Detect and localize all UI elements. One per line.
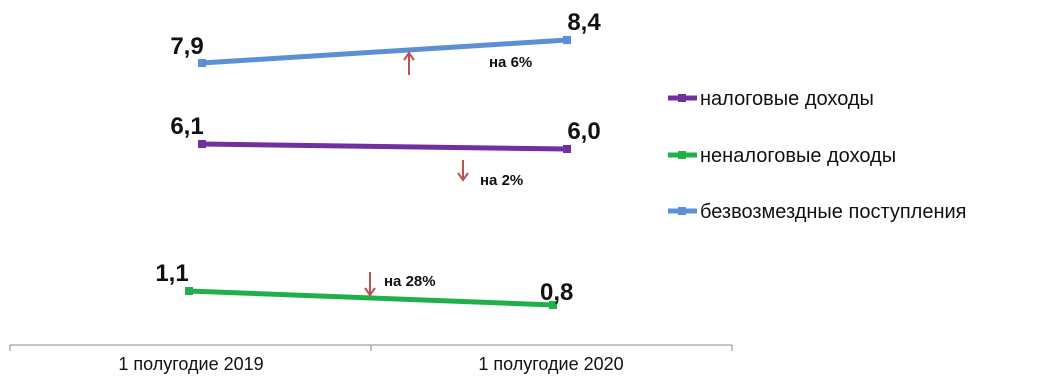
legend-label: безвозмездные поступления [700,201,967,223]
legend-marker [678,151,686,159]
legend-label: налоговые доходы [700,88,874,110]
change-label: на 2% [480,172,523,189]
data-label: 6,1 [170,113,203,140]
legend: налоговые доходы неналоговые доходы безвоз… [668,88,967,223]
value-labels: 6,1 6,0 1,1 0,8 7,9 8,4 [155,9,601,306]
series-point [563,36,571,44]
series-point [198,140,206,148]
series-point [563,145,571,153]
data-label: 0,8 [540,279,573,306]
change-arrow-head [403,51,415,61]
legend-marker [678,94,686,102]
series-line [201,141,568,152]
change-arrow-head [364,287,376,297]
change-arrow-head [457,172,469,182]
change-label: на 6% [489,54,532,71]
change-label: на 28% [384,273,436,290]
change-annotations: на 2% на 28% на 6% [364,51,532,297]
data-label: 1,1 [155,260,188,287]
data-label: 8,4 [567,9,601,36]
data-label: 7,9 [170,33,203,60]
data-label: 6,0 [567,118,600,145]
series-lines [185,36,571,309]
x-tick-label: 1 полугодие 2020 [478,354,623,374]
legend-marker [678,207,686,215]
legend-label: неналоговые доходы [700,145,896,167]
series-point [549,301,557,309]
x-tick-label: 1 полугодие 2019 [118,354,263,374]
series-line [201,37,568,66]
x-axis: 1 полугодие 2019 1 полугодие 2020 [9,344,733,374]
series-line [188,288,554,308]
series-point [198,59,206,67]
series-point [185,287,193,295]
